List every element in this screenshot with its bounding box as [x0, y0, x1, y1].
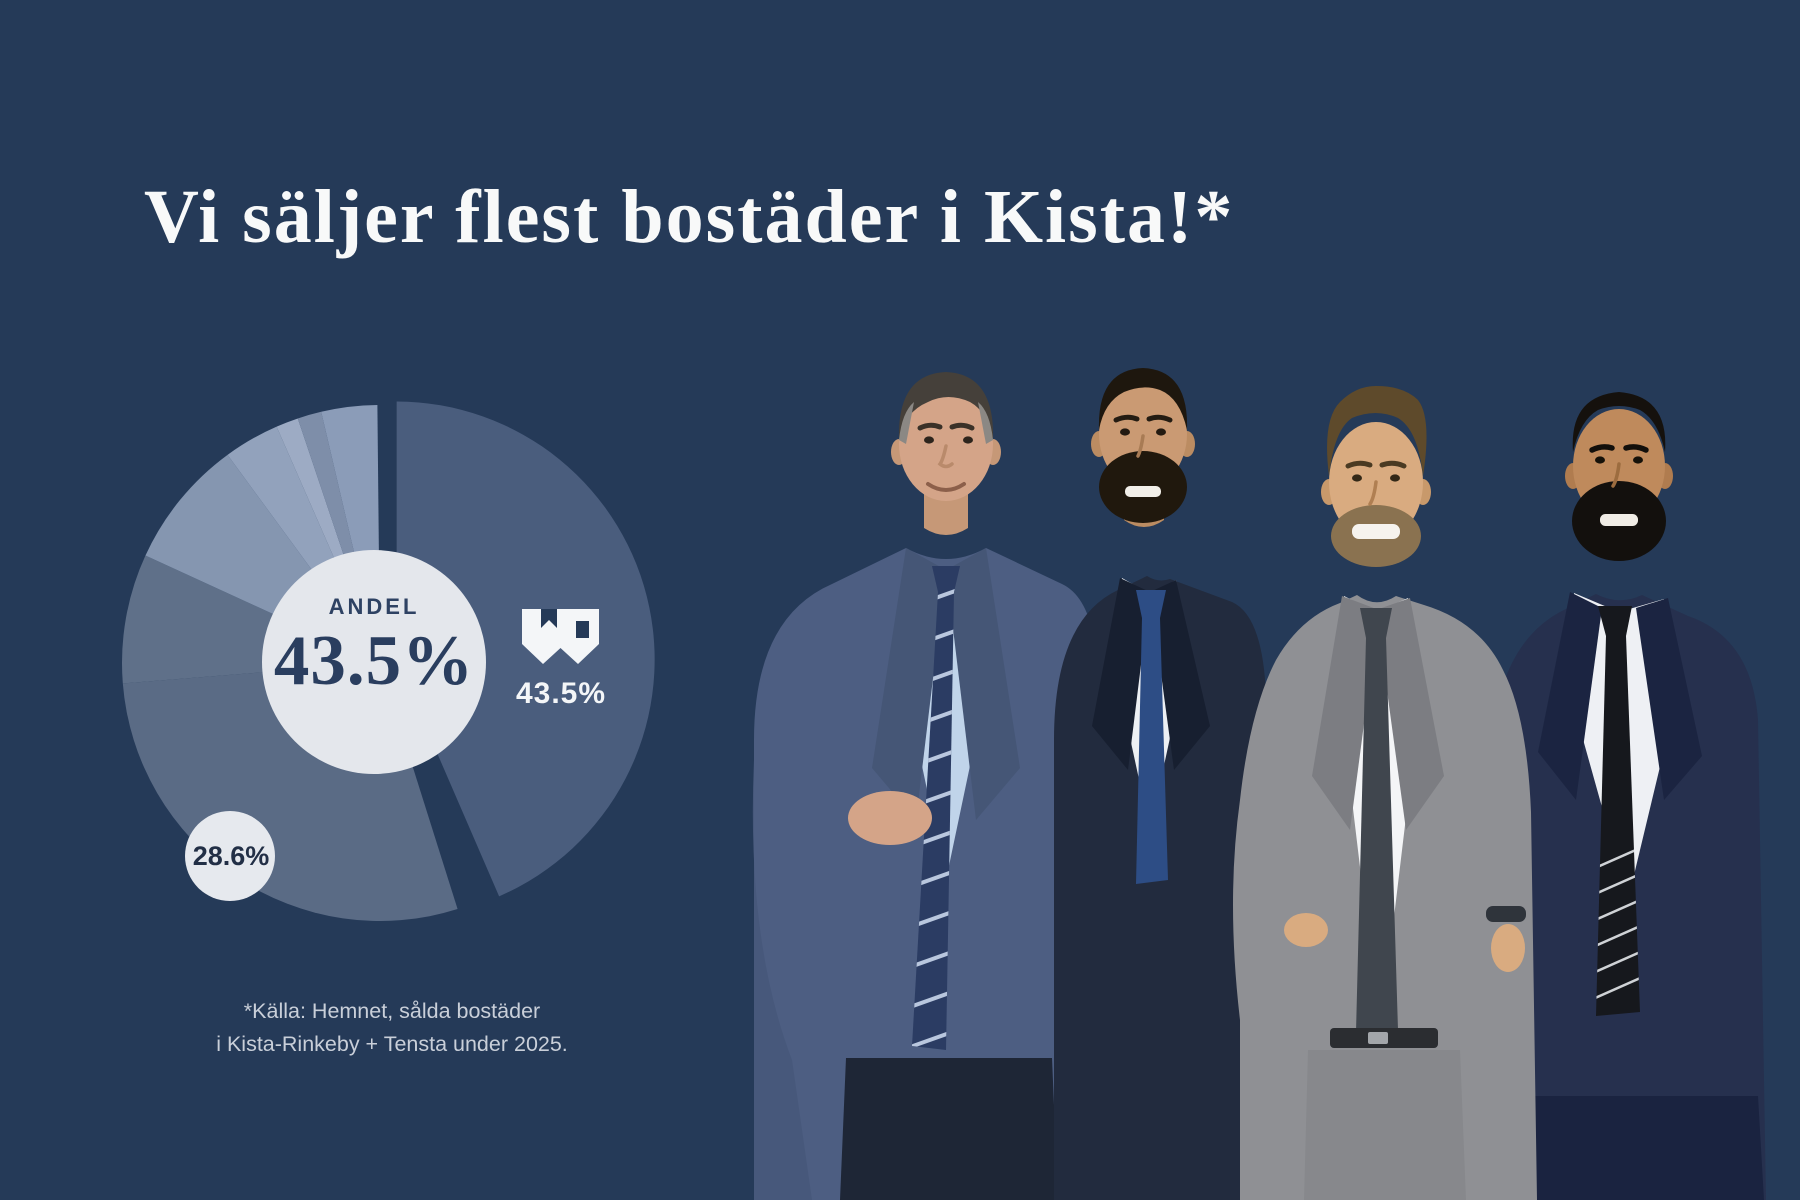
pie-center-value: 43.5% [273, 622, 475, 700]
agent-photo-4 [1490, 392, 1766, 1200]
footnote-line-1: *Källa: Hemnet, sålda bostäder [243, 999, 541, 1023]
runner-up-badge-circle [185, 811, 275, 901]
runner-up-badge: 28.6% [192, 841, 270, 871]
footnote-line-2: i Kista-Rinkeby + Tensta under 2025. [216, 1032, 568, 1056]
main-share-value: 43.5% [515, 677, 607, 710]
agent-photo-1 [752, 372, 1104, 1200]
pie-slice-our-share [396, 401, 655, 897]
pie-center-label: ANDEL 43.5% [224, 594, 524, 698]
page-title: Vi säljer flest bostäder i Kista!* [144, 175, 1235, 259]
agent-photo-3 [1233, 386, 1537, 1200]
source-footnote: *Källa: Hemnet, sålda bostäder i Kista-R… [160, 995, 624, 1061]
pie-center-title: ANDEL [328, 594, 420, 619]
agent-photo-2 [1054, 368, 1270, 1200]
pie-center-circle [262, 550, 486, 774]
castle-icon [522, 609, 599, 664]
main-share-callout: 43.5% [461, 609, 661, 711]
